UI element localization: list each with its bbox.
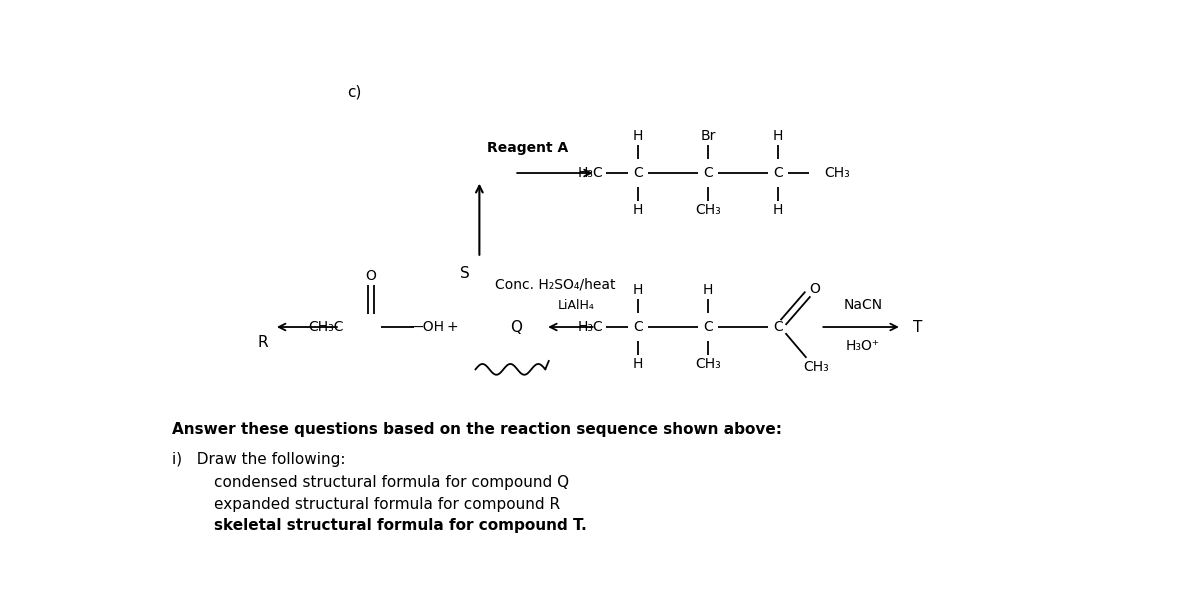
Text: S: S [461,266,470,281]
Text: H₃C: H₃C [577,320,604,334]
Text: —OH: —OH [409,320,444,334]
Text: H: H [773,203,782,217]
Text: +: + [446,320,458,334]
Text: H₃C: H₃C [577,166,604,180]
Text: CH₃: CH₃ [824,166,850,180]
Text: NaCN: NaCN [844,298,882,313]
Text: condensed structural formula for compound Q: condensed structural formula for compoun… [215,475,570,490]
Text: LiAlH₄: LiAlH₄ [558,299,595,312]
Text: H: H [634,129,643,143]
Text: CH₃C: CH₃C [308,320,343,334]
Text: CH₃: CH₃ [695,203,721,217]
Text: i)   Draw the following:: i) Draw the following: [172,452,346,467]
Text: O: O [366,269,377,283]
Text: H₃O⁺: H₃O⁺ [846,340,880,353]
Text: R: R [257,335,268,350]
Text: H: H [634,203,643,217]
Text: Reagent A: Reagent A [487,141,569,155]
Text: C: C [634,166,643,180]
Text: T: T [912,319,922,335]
Text: CH₃: CH₃ [803,360,829,374]
Text: Answer these questions based on the reaction sequence shown above:: Answer these questions based on the reac… [172,422,781,437]
Text: C: C [634,320,643,334]
Text: skeletal structural formula for compound T.: skeletal structural formula for compound… [215,518,587,533]
Text: c): c) [348,85,362,99]
Text: CH₃: CH₃ [695,357,721,371]
Text: H: H [773,129,782,143]
Text: H: H [703,283,713,297]
Text: expanded structural formula for compound R: expanded structural formula for compound… [215,497,560,511]
Text: C: C [773,320,782,334]
Text: C: C [773,166,782,180]
Text: Q: Q [510,319,522,335]
Text: Br: Br [701,129,715,143]
Text: H: H [634,357,643,371]
Text: H: H [634,283,643,297]
Text: Conc. H₂SO₄/heat: Conc. H₂SO₄/heat [494,278,616,292]
Text: C: C [703,166,713,180]
Text: C: C [703,320,713,334]
Text: O: O [810,281,821,295]
